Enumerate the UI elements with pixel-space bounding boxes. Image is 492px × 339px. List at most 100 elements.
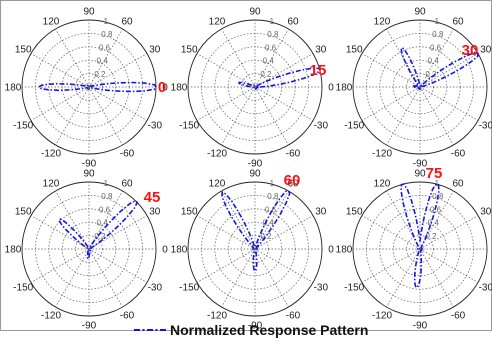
steering-angle-label: 30 <box>462 42 479 59</box>
r-tick-label: 0.6 <box>99 43 111 52</box>
r-tick-label: 0.2 <box>425 232 437 241</box>
steering-angle-label: 75 <box>426 165 443 182</box>
legend: Normalized Response Pattern <box>134 322 368 338</box>
r-tick-label: 0.6 <box>265 43 277 52</box>
polar-panel-15: 0 30 60 90 120 150 180 -150 -120 -90 -60 -30 0.2 0.4 0… <box>171 7 335 170</box>
grid-spoke <box>30 248 90 283</box>
grid-spoke <box>196 248 256 283</box>
r-tick-label: 1 <box>435 179 440 188</box>
theta-tick-label: 30 <box>315 45 327 56</box>
theta-tick-label: 180 <box>336 245 353 256</box>
theta-tick-label: -120 <box>207 148 227 159</box>
theta-tick-label: -60 <box>120 310 135 321</box>
grid-spoke <box>419 28 454 88</box>
grid-spoke <box>419 53 479 88</box>
grid-spoke <box>55 86 90 146</box>
grid-spoke <box>254 190 289 250</box>
grid-spoke <box>419 248 479 283</box>
steering-angle-label: 45 <box>144 189 161 206</box>
theta-tick-label: -90 <box>82 321 97 332</box>
theta-tick-label: 60 <box>287 17 299 28</box>
r-tick-label: 0.4 <box>428 219 440 228</box>
grid-spoke <box>196 53 256 88</box>
r-tick-label: 0.6 <box>265 205 277 214</box>
theta-tick-label: -150 <box>13 121 33 132</box>
r-tick-label: 1 <box>435 17 440 26</box>
theta-tick-label: 150 <box>181 45 198 56</box>
response-curve-60 <box>221 190 291 272</box>
theta-tick-label: 150 <box>346 45 363 56</box>
theta-tick-label: -150 <box>344 283 364 294</box>
grid-spoke <box>221 86 256 146</box>
grid-spoke <box>88 86 148 121</box>
theta-tick-label: -120 <box>41 310 61 321</box>
theta-tick-label: 90 <box>414 7 426 18</box>
grid-spoke <box>361 53 421 88</box>
r-tick-label: 0.4 <box>97 219 109 228</box>
grid-spoke <box>196 215 256 250</box>
grid-spoke <box>55 248 90 308</box>
r-tick-label: 0.6 <box>430 43 442 52</box>
grid-spoke <box>361 248 421 283</box>
r-tick-label: 0.4 <box>97 57 109 66</box>
polar-panel-60: 0 30 60 90 120 150 180 -150 -120 -90 -60 -30 0.2 0.4 0… <box>171 169 335 332</box>
r-tick-label: 1 <box>104 179 109 188</box>
r-tick-label: 0.8 <box>101 30 113 39</box>
theta-tick-label: -150 <box>344 121 364 132</box>
theta-tick-label: 30 <box>480 45 492 56</box>
r-tick-label: 0.8 <box>101 192 113 201</box>
response-curve-75 <box>400 183 440 289</box>
r-tick-label: 0.8 <box>267 192 279 201</box>
grid-spoke <box>361 86 421 121</box>
steering-angle-label: 15 <box>310 62 327 79</box>
grid-spoke <box>254 248 289 308</box>
r-tick-label: 1 <box>270 179 275 188</box>
polar-panel-75: 0306090120150180-150-120-90-60-300.20.40… <box>336 165 492 332</box>
theta-tick-label: -150 <box>13 283 33 294</box>
theta-tick-label: 0 <box>328 245 334 256</box>
theta-tick-label: 150 <box>15 207 32 218</box>
grid-spoke <box>386 86 421 146</box>
theta-tick-label: -90 <box>413 321 428 332</box>
theta-tick-label: -30 <box>314 283 329 294</box>
theta-tick-label: 30 <box>149 45 161 56</box>
theta-tick-label: 120 <box>43 179 60 190</box>
theta-tick-label: 60 <box>452 17 464 28</box>
grid-spoke <box>88 53 148 88</box>
theta-tick-label: -90 <box>248 159 263 170</box>
r-tick-label: 0.2 <box>260 232 272 241</box>
theta-tick-label: 90 <box>249 169 261 180</box>
theta-tick-label: -90 <box>82 159 97 170</box>
theta-tick-label: 180 <box>5 245 22 256</box>
r-tick-label: 0.8 <box>267 30 279 39</box>
grid-spoke <box>55 28 90 88</box>
theta-tick-label: 150 <box>15 45 32 56</box>
grid-spoke <box>254 215 314 250</box>
grid-spoke <box>221 248 256 308</box>
r-tick-label: 0.2 <box>260 70 272 79</box>
theta-tick-label: -120 <box>372 148 392 159</box>
grid-spoke <box>254 53 314 88</box>
theta-tick-label: 150 <box>346 207 363 218</box>
theta-tick-label: -30 <box>148 283 163 294</box>
response-curve-30 <box>400 46 479 90</box>
grid-spoke <box>419 248 454 308</box>
theta-tick-label: 120 <box>209 179 226 190</box>
r-tick-label: 0.6 <box>99 205 111 214</box>
theta-tick-label: -60 <box>286 148 301 159</box>
polar-panel-45: 0 30 60 90 120 150 180 -150 -120 -90 -60 -30 0.2 0.4 0… <box>5 169 169 332</box>
r-tick-label: 0.2 <box>425 70 437 79</box>
r-tick-label: 1 <box>104 17 109 26</box>
theta-tick-label: -60 <box>451 310 466 321</box>
grid-spoke <box>221 28 256 88</box>
theta-tick-label: 180 <box>336 83 353 94</box>
grid-spoke <box>30 215 90 250</box>
theta-tick-label: -60 <box>120 148 135 159</box>
r-tick-label: 0.4 <box>263 219 275 228</box>
grid-spoke <box>88 86 123 146</box>
grid-spoke <box>88 28 123 88</box>
grid-spoke <box>254 86 314 121</box>
grid-spoke <box>88 248 123 308</box>
legend-label: Normalized Response Pattern <box>170 322 368 338</box>
